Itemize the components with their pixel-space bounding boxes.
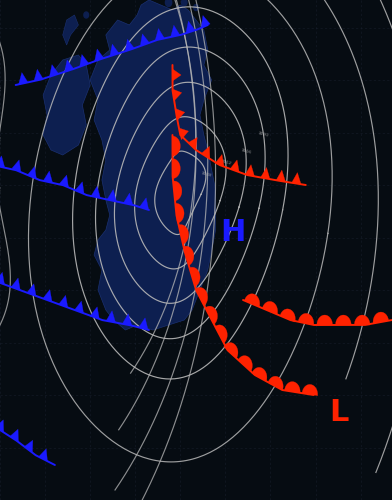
Polygon shape [186, 21, 195, 33]
Polygon shape [172, 136, 180, 156]
Polygon shape [261, 168, 270, 179]
Polygon shape [0, 156, 5, 168]
Polygon shape [205, 306, 218, 324]
Polygon shape [173, 181, 182, 201]
Polygon shape [43, 290, 52, 302]
Text: 1190: 1190 [0, 244, 3, 256]
Polygon shape [65, 60, 74, 72]
Polygon shape [215, 325, 227, 343]
Polygon shape [107, 190, 116, 202]
Text: 1100: 1100 [0, 134, 3, 145]
Polygon shape [0, 420, 4, 432]
Circle shape [194, 4, 198, 10]
Polygon shape [175, 108, 185, 120]
Polygon shape [175, 204, 184, 224]
Polygon shape [245, 164, 254, 176]
Polygon shape [12, 160, 21, 172]
Polygon shape [373, 312, 388, 324]
Polygon shape [39, 448, 47, 461]
Polygon shape [354, 315, 370, 325]
Polygon shape [122, 314, 132, 326]
Polygon shape [24, 440, 33, 453]
Polygon shape [18, 72, 28, 85]
Polygon shape [317, 315, 332, 325]
Polygon shape [238, 356, 252, 372]
Polygon shape [188, 138, 197, 150]
Polygon shape [302, 384, 318, 396]
Polygon shape [230, 160, 239, 172]
Polygon shape [140, 34, 149, 46]
Polygon shape [0, 272, 5, 284]
Polygon shape [196, 288, 208, 306]
Polygon shape [285, 382, 300, 393]
Polygon shape [245, 294, 260, 307]
Text: 1008: 1008 [200, 170, 212, 177]
Polygon shape [155, 28, 165, 40]
Polygon shape [27, 166, 36, 179]
Polygon shape [94, 49, 104, 61]
Polygon shape [172, 69, 181, 81]
Polygon shape [172, 158, 180, 178]
Polygon shape [179, 224, 189, 244]
Polygon shape [110, 44, 119, 56]
Text: 1100: 1100 [0, 184, 3, 196]
Polygon shape [106, 310, 116, 322]
Polygon shape [201, 16, 210, 28]
Text: 1020: 1020 [258, 131, 269, 138]
Polygon shape [292, 172, 301, 184]
Polygon shape [80, 54, 89, 66]
Circle shape [181, 0, 187, 6]
Polygon shape [34, 70, 44, 81]
Polygon shape [43, 55, 90, 155]
Polygon shape [27, 284, 36, 296]
Polygon shape [201, 146, 210, 159]
Text: 1012: 1012 [220, 160, 232, 166]
Polygon shape [90, 307, 99, 319]
Text: H: H [221, 218, 246, 247]
Polygon shape [140, 198, 149, 210]
Polygon shape [11, 278, 20, 290]
Polygon shape [90, 0, 216, 330]
Polygon shape [75, 182, 84, 194]
Polygon shape [224, 342, 238, 358]
Polygon shape [43, 171, 53, 183]
Polygon shape [10, 429, 18, 442]
Circle shape [165, 0, 172, 6]
Polygon shape [59, 296, 68, 308]
Polygon shape [179, 128, 189, 140]
Polygon shape [276, 170, 285, 182]
Polygon shape [336, 315, 351, 325]
Polygon shape [91, 186, 100, 198]
Polygon shape [298, 314, 314, 325]
Polygon shape [171, 25, 180, 37]
Polygon shape [252, 368, 267, 382]
Polygon shape [183, 246, 194, 266]
Text: L: L [329, 398, 349, 427]
Polygon shape [125, 40, 134, 52]
Polygon shape [268, 376, 283, 390]
Polygon shape [139, 318, 148, 330]
Polygon shape [60, 175, 69, 188]
Polygon shape [189, 267, 200, 286]
Polygon shape [49, 64, 59, 76]
Polygon shape [63, 15, 78, 45]
Circle shape [84, 12, 89, 18]
Polygon shape [262, 302, 278, 314]
Polygon shape [172, 89, 182, 101]
Text: 1190: 1190 [0, 84, 3, 96]
Polygon shape [280, 309, 295, 322]
Polygon shape [123, 193, 133, 205]
Polygon shape [215, 154, 224, 166]
Text: 1016: 1016 [240, 148, 252, 154]
Polygon shape [74, 301, 83, 314]
